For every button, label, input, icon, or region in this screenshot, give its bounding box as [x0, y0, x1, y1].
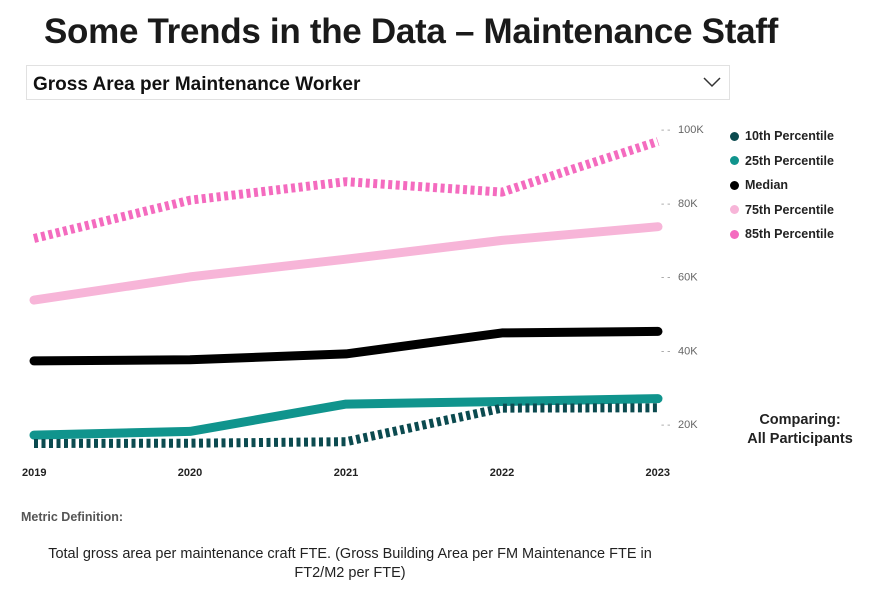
y-tick-dash: - -	[661, 346, 670, 357]
y-tick-label: 80K	[678, 198, 698, 210]
legend-dot-icon	[730, 180, 739, 190]
y-tick-dash: - -	[661, 125, 670, 136]
legend-item[interactable]: Median	[730, 173, 834, 198]
page-title: Some Trends in the Data – Maintenance St…	[44, 12, 778, 51]
line-chart: - - 20K - - 40K - - 60K - - 80K - - 100K 2019 2020 2…	[22, 124, 704, 479]
y-tick-dash: - -	[661, 273, 670, 284]
legend-label: 85th Percentile	[745, 227, 834, 242]
series-line	[33, 403, 659, 448]
comparing-title: Comparing:	[759, 412, 841, 428]
legend-item[interactable]: 75th Percentile	[730, 198, 834, 223]
legend-dot-icon	[730, 156, 739, 166]
y-tick-label: 40K	[678, 345, 698, 357]
x-tick-label: 2019	[22, 467, 46, 479]
series-line	[32, 137, 660, 243]
chevron-down-icon[interactable]	[701, 73, 723, 91]
legend-label: 10th Percentile	[745, 129, 834, 144]
legend-dot-icon	[730, 131, 739, 141]
y-tick-label: 100K	[678, 124, 704, 136]
x-tick-label: 2021	[334, 467, 358, 479]
chart-legend: 10th Percentile 25th Percentile Median 75th…	[730, 124, 834, 247]
legend-label: 25th Percentile	[745, 153, 834, 168]
legend-dot-icon	[730, 205, 739, 215]
legend-label: Median	[745, 178, 789, 193]
metric-selector[interactable]: Gross Area per Maintenance Worker	[26, 65, 730, 100]
series-line	[29, 326, 663, 366]
legend-item[interactable]: 10th Percentile	[730, 124, 834, 149]
y-tick-dash: - -	[661, 420, 670, 431]
comparing-group: All Participants	[747, 431, 853, 447]
y-tick-dash: - -	[661, 199, 670, 210]
x-tick-label: 2022	[490, 467, 514, 479]
metric-definition-text: Total gross area per maintenance craft F…	[48, 546, 652, 581]
legend-item[interactable]: 85th Percentile	[730, 222, 834, 247]
legend-item[interactable]: 25th Percentile	[730, 149, 834, 174]
x-tick-label: 2020	[178, 467, 202, 479]
x-tick-label: 2023	[646, 467, 670, 479]
y-tick-label: 20K	[678, 419, 698, 431]
comparing-label: Comparing: All Participants	[738, 411, 862, 449]
metric-definition-title: Metric Definition:	[21, 510, 124, 524]
y-tick-label: 60K	[678, 272, 698, 284]
legend-dot-icon	[730, 229, 739, 239]
series-line	[29, 222, 663, 305]
metric-selector-label: Gross Area per Maintenance Worker	[33, 74, 361, 95]
legend-label: 75th Percentile	[745, 202, 834, 217]
series-line	[29, 394, 663, 440]
